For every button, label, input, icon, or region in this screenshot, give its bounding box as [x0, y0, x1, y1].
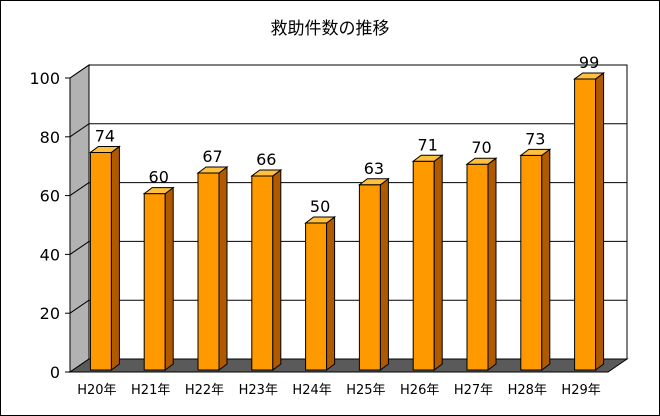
gridline-side: [69, 182, 90, 197]
bar-front: [520, 154, 543, 371]
bar: [519, 148, 552, 371]
bar-front: [197, 172, 220, 371]
x-tick-label: H25年: [346, 383, 385, 398]
bar: [142, 186, 175, 371]
bar-top: [411, 154, 444, 162]
bar-front: [412, 160, 435, 371]
chart-title: 救助件数の推移: [271, 19, 390, 39]
bar-top: [465, 157, 498, 165]
bar: [357, 177, 390, 371]
bar-side: [379, 177, 389, 371]
data-label: 50: [310, 197, 330, 216]
bar-side: [110, 145, 120, 371]
y-tick-label: 40: [40, 245, 60, 264]
data-label: 74: [95, 126, 115, 145]
bar-top: [519, 148, 552, 156]
bar-side: [326, 216, 336, 371]
x-tick-label: H22年: [185, 383, 224, 398]
bar-side: [541, 148, 551, 371]
bar-top: [357, 178, 390, 186]
y-axis: 0 20 40 60 80 100: [29, 69, 608, 382]
y-tick-label: 20: [40, 304, 60, 323]
x-axis: H20年 H21年 H22年 H23年 H24年 H25年 H26年 H27年 H28年 H29年: [77, 383, 601, 398]
bar: [411, 154, 444, 371]
bar-top: [88, 145, 121, 153]
bar-side: [164, 186, 174, 371]
bar-top: [304, 216, 337, 224]
data-label: 73: [525, 129, 545, 148]
bar: [573, 71, 606, 371]
bar-top: [142, 187, 175, 195]
bar-side: [487, 157, 497, 371]
bar-side: [218, 166, 228, 371]
x-tick-label: H27年: [454, 383, 493, 398]
bar: [196, 166, 229, 371]
bar-front: [305, 222, 328, 371]
gridline-side: [69, 123, 90, 138]
y-tick-label: 100: [29, 69, 60, 88]
x-tick-label: H29年: [561, 383, 600, 398]
x-tick-label: H21年: [131, 383, 170, 398]
y-tick-label: 0: [50, 363, 60, 382]
x-tick-label: H26年: [400, 383, 439, 398]
x-tick-label: H23年: [239, 383, 278, 398]
data-label: 70: [471, 138, 491, 157]
bar: [250, 168, 283, 371]
x-tick-label: H28年: [508, 383, 547, 398]
bar-front: [574, 78, 597, 371]
y-tick-label: 60: [40, 187, 60, 206]
bar-front: [143, 193, 166, 371]
gridline-side: [69, 299, 90, 314]
y-tick-label: 80: [40, 128, 60, 147]
x-tick-label: H20年: [77, 383, 116, 398]
bars: 74 60 67 66 50 63 71 70 73 99: [88, 53, 606, 371]
data-label: 71: [418, 135, 438, 154]
bar-top: [250, 169, 283, 177]
left-wall: [69, 64, 90, 373]
data-label: 66: [256, 150, 276, 169]
bar-front: [251, 175, 274, 371]
gridline-side: [69, 240, 90, 255]
bar-side: [595, 71, 605, 371]
bar-side: [433, 154, 443, 371]
bar-side: [272, 168, 282, 371]
bar-front: [358, 184, 381, 371]
data-label: 99: [579, 53, 599, 72]
data-label: 67: [202, 147, 222, 166]
bar-top: [196, 166, 229, 174]
gridline-side: [69, 64, 90, 79]
bar: [304, 216, 337, 371]
bar: [88, 145, 121, 371]
bar: [465, 157, 498, 371]
x-tick-label: H24年: [292, 383, 331, 398]
data-label: 60: [149, 168, 169, 187]
data-label: 63: [364, 159, 384, 178]
bar-front: [466, 163, 489, 371]
bar-front: [89, 151, 112, 371]
bar-top: [573, 72, 606, 80]
